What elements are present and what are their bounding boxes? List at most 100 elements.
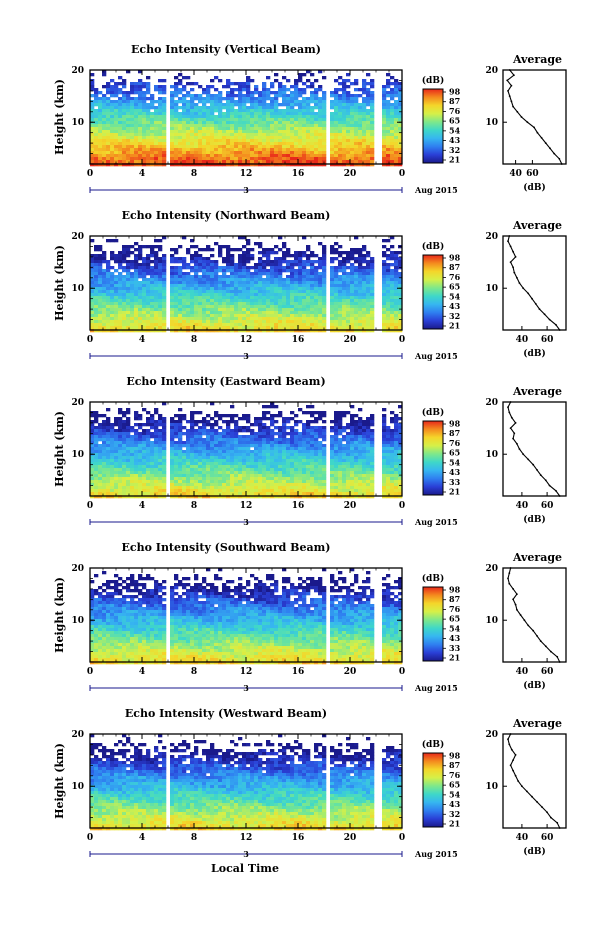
heatmap-cell xyxy=(146,438,151,442)
heatmap-cell xyxy=(162,432,167,436)
heatmap-cell xyxy=(294,151,299,155)
heatmap-cell xyxy=(90,142,95,146)
heatmap-cell xyxy=(342,275,347,279)
heatmap-cell xyxy=(178,293,183,297)
heatmap-cell xyxy=(250,281,255,285)
heatmap-cell xyxy=(182,465,187,469)
heatmap-cell xyxy=(170,429,175,433)
heatmap-cell xyxy=(158,142,163,146)
heatmap-cell xyxy=(182,275,187,279)
heatmap-cell xyxy=(234,248,239,252)
heatmap-cell xyxy=(278,257,283,261)
heatmap-cell xyxy=(178,91,183,95)
heatmap-cell xyxy=(158,317,163,321)
heatmap-cell xyxy=(254,299,259,303)
heatmap-cell xyxy=(98,266,103,270)
heatmap-cell xyxy=(334,314,339,318)
heatmap-cell xyxy=(266,124,271,128)
heatmap-cell xyxy=(282,97,287,101)
heatmap-cell xyxy=(350,115,355,119)
heatmap-cell xyxy=(226,245,231,249)
heatmap-cell xyxy=(206,142,211,146)
heatmap-cell xyxy=(250,302,255,306)
heatmap-cell xyxy=(246,275,251,279)
heatmap-cell xyxy=(158,456,163,460)
heatmap-cell xyxy=(218,284,223,288)
heatmap-cell xyxy=(194,305,199,309)
heatmap-cell xyxy=(178,480,183,484)
heatmap-cell xyxy=(186,450,191,454)
heatmap-cell xyxy=(310,314,315,318)
heatmap-cell xyxy=(354,100,359,104)
average-point xyxy=(512,105,514,108)
heatmap-cell xyxy=(238,154,243,158)
heatmap-cell xyxy=(346,148,351,152)
heatmap-cell xyxy=(134,124,139,128)
heatmap-cell xyxy=(226,302,231,306)
heatmap-cell xyxy=(238,326,243,330)
heatmap-cell xyxy=(226,257,231,261)
heatmap-cell xyxy=(286,263,291,267)
heatmap-cell xyxy=(334,293,339,297)
heatmap-cell xyxy=(266,263,271,267)
heatmap-cell xyxy=(142,308,147,312)
heatmap-cell xyxy=(250,118,255,122)
heatmap-cell xyxy=(98,471,103,475)
heatmap-cell xyxy=(94,299,99,303)
heatmap-cell xyxy=(162,474,167,478)
heatmap-cell xyxy=(286,139,291,143)
heatmap-cell xyxy=(338,296,343,300)
heatmap-cell xyxy=(322,130,327,134)
heatmap-cell xyxy=(206,293,211,297)
heatmap-cell xyxy=(354,266,359,270)
heatmap-cell xyxy=(306,248,311,252)
heatmap-cell xyxy=(270,145,275,149)
heatmap-cell xyxy=(206,423,211,427)
heatmap-cell xyxy=(290,121,295,125)
heatmap-cell xyxy=(302,139,307,143)
heatmap-cell xyxy=(190,103,195,107)
heatmap-cell xyxy=(398,293,403,297)
heatmap-cell xyxy=(290,263,295,267)
heatmap-cell xyxy=(178,450,183,454)
heatmap-cell xyxy=(170,109,175,113)
heatmap-cell xyxy=(210,450,215,454)
heatmap-cell xyxy=(390,323,395,327)
heatmap-cell xyxy=(238,257,243,261)
heatmap-cell xyxy=(178,299,183,303)
heatmap-cell xyxy=(294,320,299,324)
heatmap-cell xyxy=(302,296,307,300)
heatmap-cell xyxy=(214,287,219,291)
heatmap-cell xyxy=(302,136,307,140)
heatmap-cell xyxy=(106,266,111,270)
heatmap-cell xyxy=(226,100,231,104)
heatmap-cell xyxy=(150,477,155,481)
heatmap-cell xyxy=(134,91,139,95)
heatmap-cell xyxy=(294,136,299,140)
heatmap-cell xyxy=(94,305,99,309)
heatmap-cell xyxy=(94,459,99,463)
heatmap-cell xyxy=(334,151,339,155)
heatmap-cell xyxy=(382,311,387,315)
heatmap-cell xyxy=(94,411,99,415)
heatmap-cell xyxy=(262,269,267,273)
heatmap-cell xyxy=(122,257,127,261)
heatmap-cell xyxy=(382,109,387,113)
heatmap-cell xyxy=(118,435,123,439)
heatmap-cell xyxy=(90,299,95,303)
heatmap-cell xyxy=(138,269,143,273)
heatmap-cell xyxy=(250,326,255,330)
heatmap-cell xyxy=(370,263,375,267)
heatmap-cell xyxy=(174,420,179,424)
heatmap-cell xyxy=(294,145,299,149)
heatmap-cell xyxy=(226,91,231,95)
heatmap-cell xyxy=(282,326,287,330)
heatmap-cell xyxy=(154,263,159,267)
heatmap-cell xyxy=(174,85,179,89)
heatmap-cell xyxy=(322,245,327,249)
heatmap-cell xyxy=(346,91,351,95)
heatmap-cell xyxy=(162,486,167,490)
heatmap-cell xyxy=(278,127,283,131)
heatmap-cell xyxy=(122,269,127,273)
heatmap-cell xyxy=(134,148,139,152)
